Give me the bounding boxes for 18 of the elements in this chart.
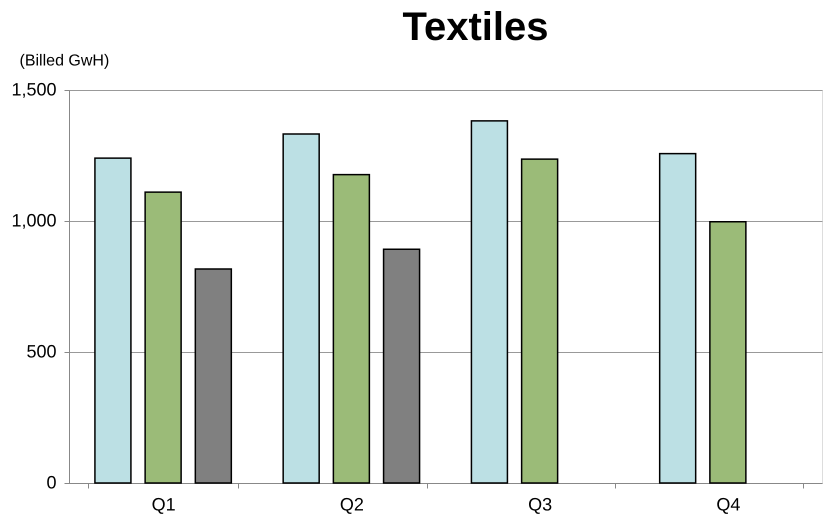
y-tick-label: 1,500: [11, 80, 56, 100]
bar: [332, 174, 370, 484]
y-axis-title: (Billed GwH): [20, 52, 110, 70]
x-tick-label: Q3: [528, 494, 552, 514]
y-tick-label: 500: [26, 342, 56, 362]
y-tick-label: 1,000: [11, 210, 56, 230]
x-tick-label: Q2: [340, 494, 364, 514]
x-tick-label: Q4: [716, 494, 740, 514]
bar: [282, 133, 320, 484]
bar: [520, 158, 558, 484]
bar: [709, 221, 747, 484]
bar: [470, 120, 508, 484]
bar: [658, 152, 696, 484]
bar: [94, 157, 132, 484]
chart-title: Textiles: [402, 5, 548, 49]
x-tick-label: Q1: [152, 494, 176, 514]
y-tick-label: 0: [46, 472, 56, 492]
bar: [144, 191, 182, 484]
